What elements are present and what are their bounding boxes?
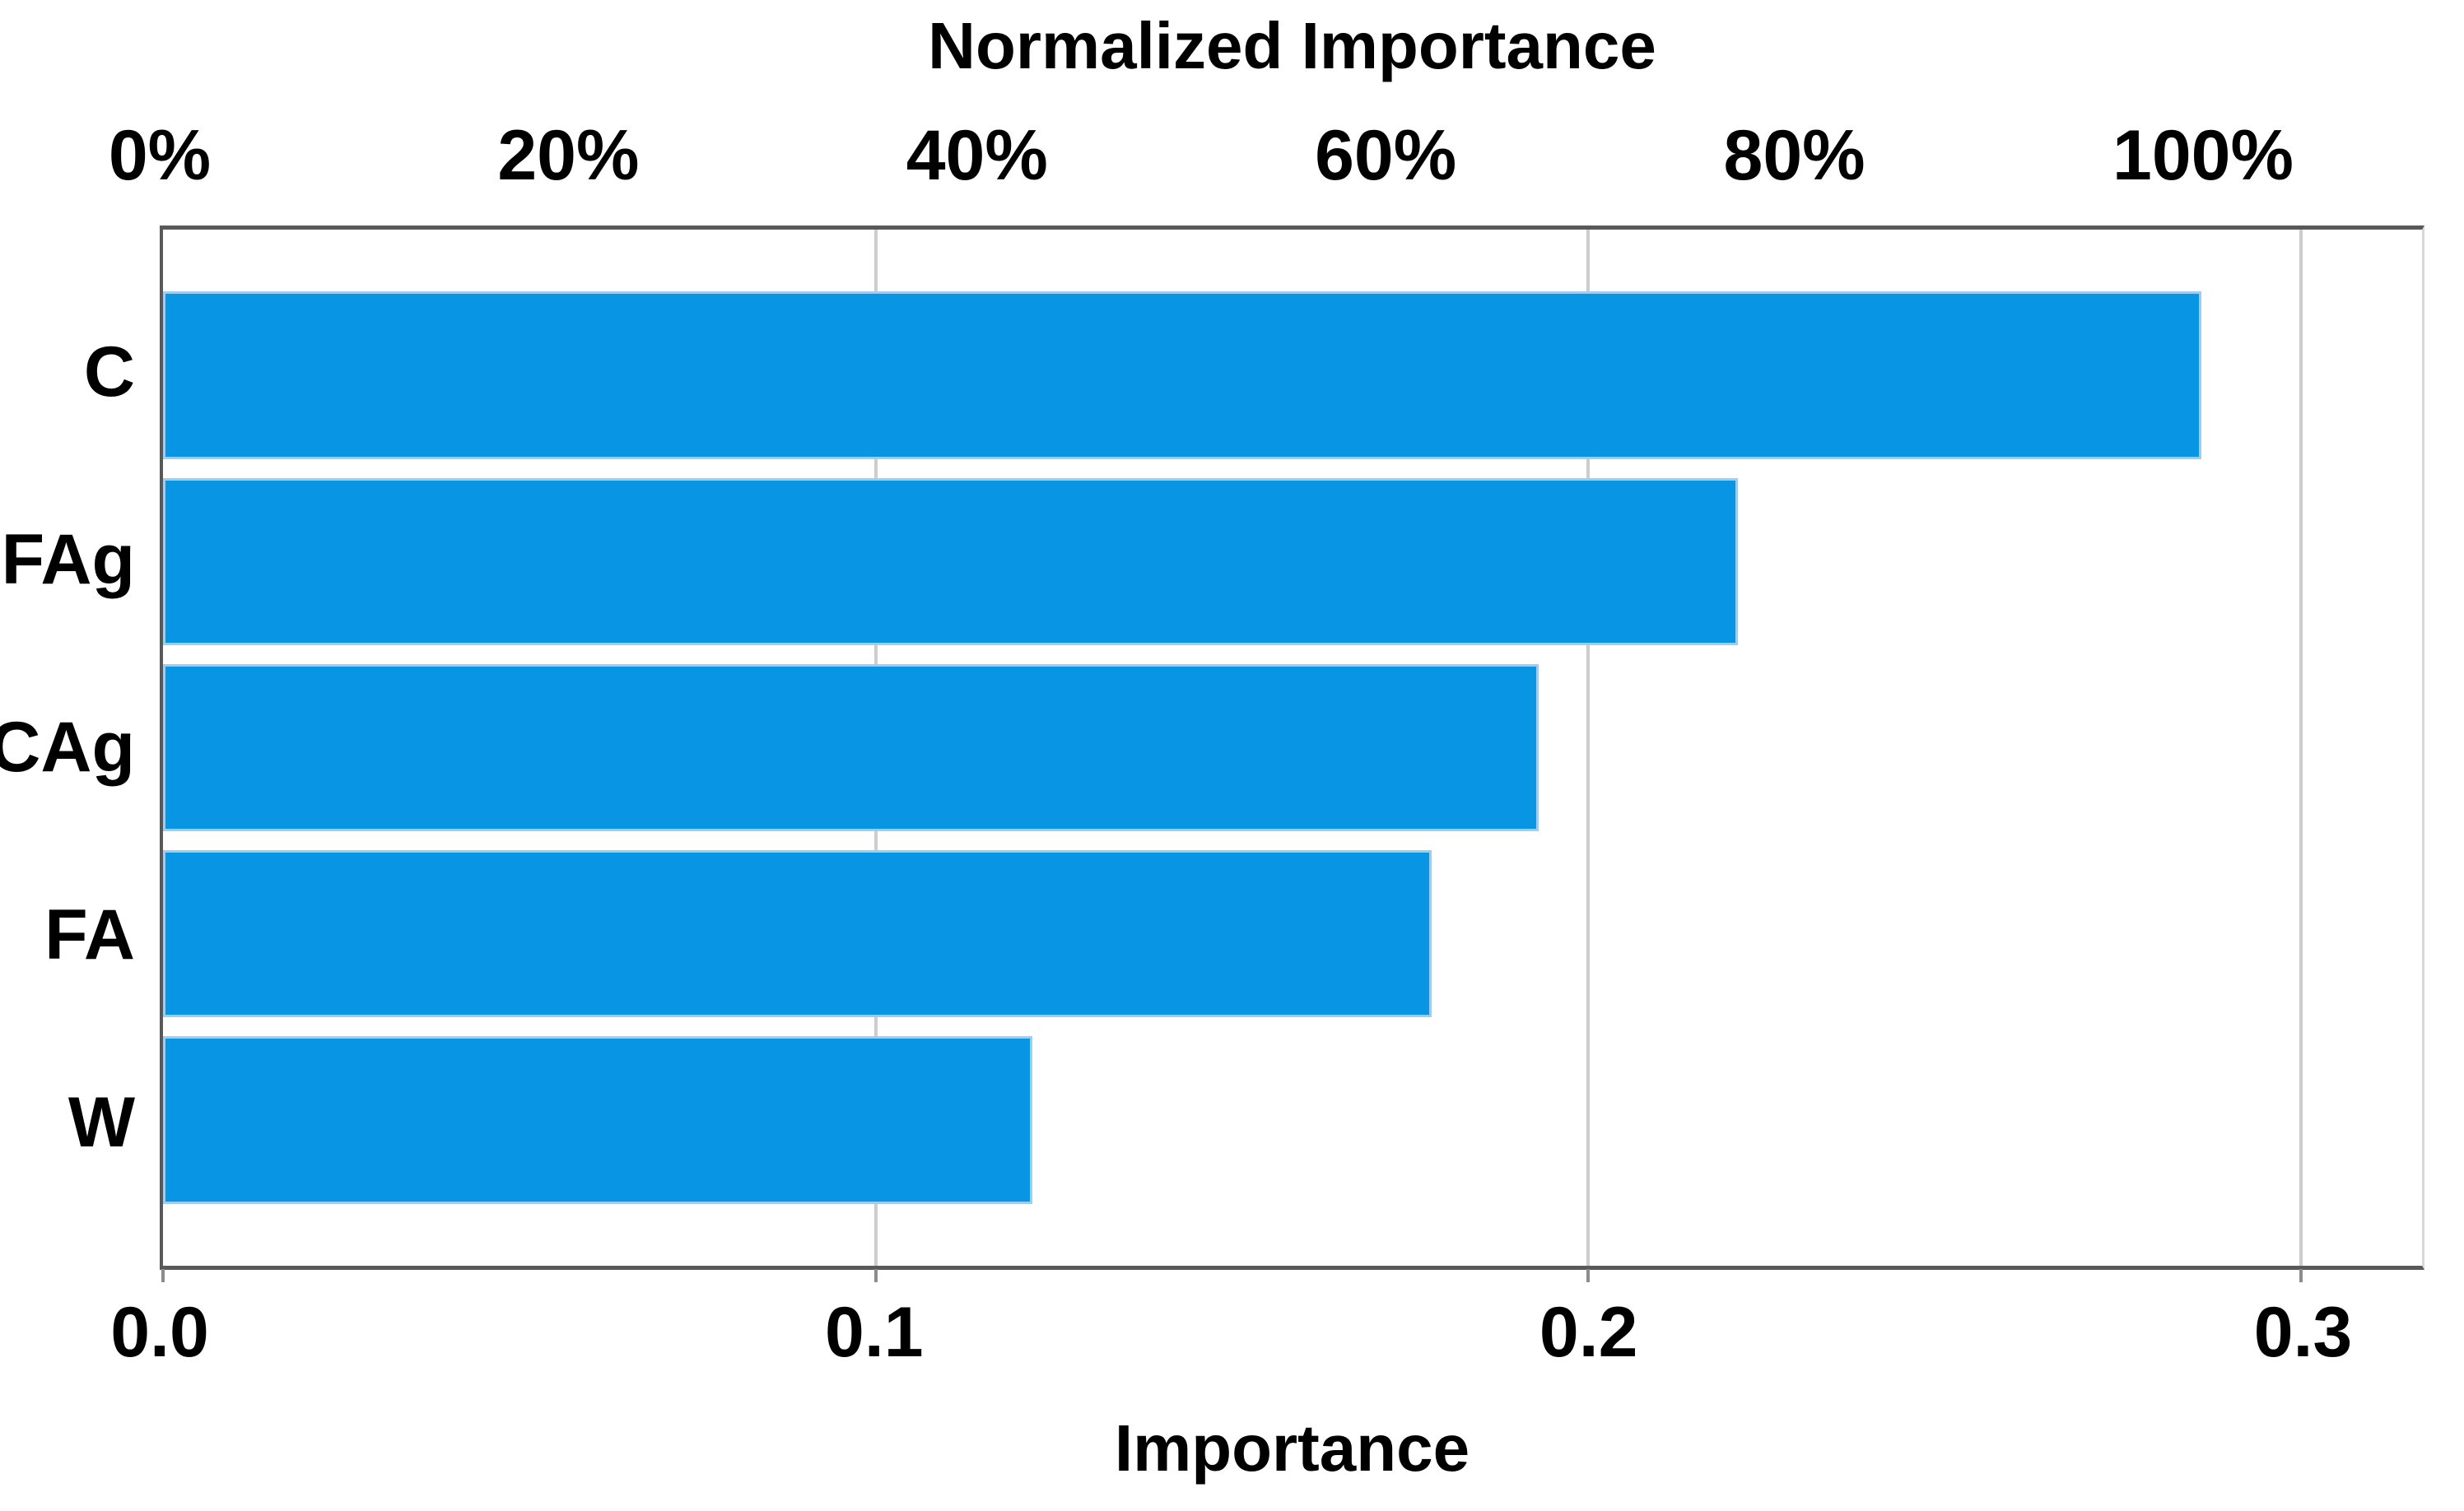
x-tick-label: 0.3 [2253, 1293, 2353, 1372]
gridline [1586, 230, 1591, 1266]
bar-FA [163, 850, 1432, 1018]
category-label: FAg [1, 519, 135, 599]
bottom-axis-title: Importance [1114, 1411, 1470, 1485]
top-tick-label: 60% [1315, 116, 1457, 195]
x-axis-tick-mark [873, 1269, 878, 1282]
bar-CAg [163, 663, 1539, 832]
x-axis-tick-mark [2299, 1269, 2303, 1282]
x-tick-label: 0.1 [825, 1293, 924, 1372]
category-label: C [83, 332, 135, 411]
top-tick-label: 40% [906, 116, 1048, 195]
bar-W [163, 1036, 1033, 1204]
x-axis-tick-mark [1586, 1269, 1591, 1282]
x-axis-tick-mark [161, 1269, 165, 1282]
top-tick-label: 0% [108, 116, 212, 195]
category-label: CAg [0, 707, 135, 787]
top-axis-title: Normalized Importance [928, 9, 1656, 82]
category-label: W [68, 1083, 135, 1162]
category-label: FA [44, 895, 135, 974]
x-tick-label: 0.2 [1539, 1293, 1638, 1372]
bar-C [163, 291, 2201, 459]
bar-FAg [163, 477, 1738, 645]
category-axis-labels: C FAg CAg FA W [0, 225, 135, 1270]
plot-area [160, 225, 2424, 1282]
gridline [2299, 230, 2303, 1266]
x-tick-label: 0.0 [110, 1293, 209, 1372]
bottom-axis-tick-labels: 0.0 0.1 0.2 0.3 [110, 1293, 2424, 1379]
top-axis-tick-labels: 0% 20% 40% 60% 80% 100% [109, 116, 2424, 202]
top-tick-label: 80% [1723, 116, 1865, 195]
top-tick-label: 100% [2112, 116, 2294, 195]
top-tick-label: 20% [497, 116, 640, 195]
